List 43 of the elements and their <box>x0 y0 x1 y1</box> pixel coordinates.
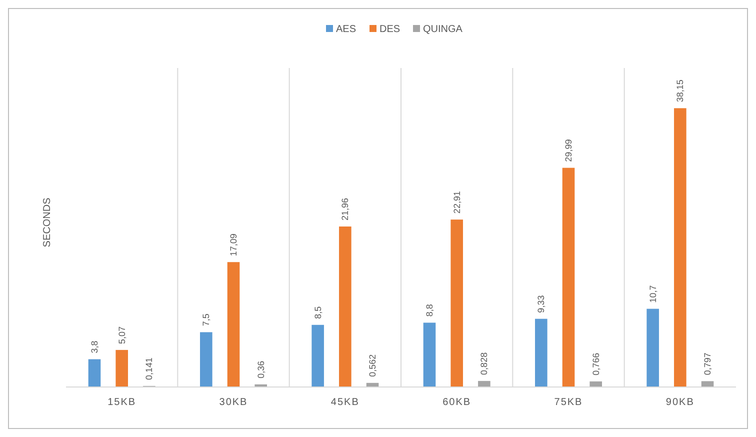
data-label: 8,8 <box>424 304 434 317</box>
bar <box>535 318 548 387</box>
bar <box>88 359 101 387</box>
x-tick-label: 30KB <box>219 397 248 408</box>
data-label: 0,562 <box>368 354 378 377</box>
x-tick-label: 45KB <box>330 397 360 408</box>
data-label: 0,141 <box>144 357 154 380</box>
bar <box>227 262 240 387</box>
legend-label: QUINGA <box>423 24 463 35</box>
bar <box>116 350 128 387</box>
legend-label: AES <box>336 24 356 35</box>
data-label: 22,91 <box>452 191 462 214</box>
data-label: 10,7 <box>648 285 658 303</box>
legend-label: DES <box>380 24 400 35</box>
bar <box>646 308 659 387</box>
bar <box>200 332 212 387</box>
bar <box>478 380 490 387</box>
x-tick-label: 75KB <box>554 397 583 408</box>
data-label: 0,797 <box>702 352 713 376</box>
data-label: 38,15 <box>675 80 686 102</box>
x-tick-label: 90KB <box>666 397 694 408</box>
data-label: 17,09 <box>228 234 238 256</box>
data-label: 3,8 <box>89 340 100 354</box>
bar <box>423 322 436 387</box>
bar <box>450 220 463 387</box>
bar <box>701 381 714 387</box>
bar <box>562 168 575 387</box>
x-tick-label: 15KB <box>108 397 136 408</box>
bar <box>590 381 602 387</box>
bar <box>312 324 324 387</box>
data-label: 9,33 <box>536 295 546 313</box>
data-label: 0,766 <box>590 352 601 376</box>
x-tick-label: 60KB <box>442 397 472 408</box>
bar <box>339 226 352 387</box>
data-label: 0,828 <box>479 352 490 375</box>
data-label: 21,96 <box>340 198 350 221</box>
data-label: 7,5 <box>201 314 212 326</box>
data-label: 5,07 <box>116 326 127 344</box>
bar <box>674 108 686 387</box>
data-label: 8,5 <box>312 306 323 319</box>
y-axis-title: SECONDS <box>42 197 53 248</box>
data-label: 0,36 <box>256 360 266 378</box>
data-label: 29,99 <box>564 139 574 162</box>
